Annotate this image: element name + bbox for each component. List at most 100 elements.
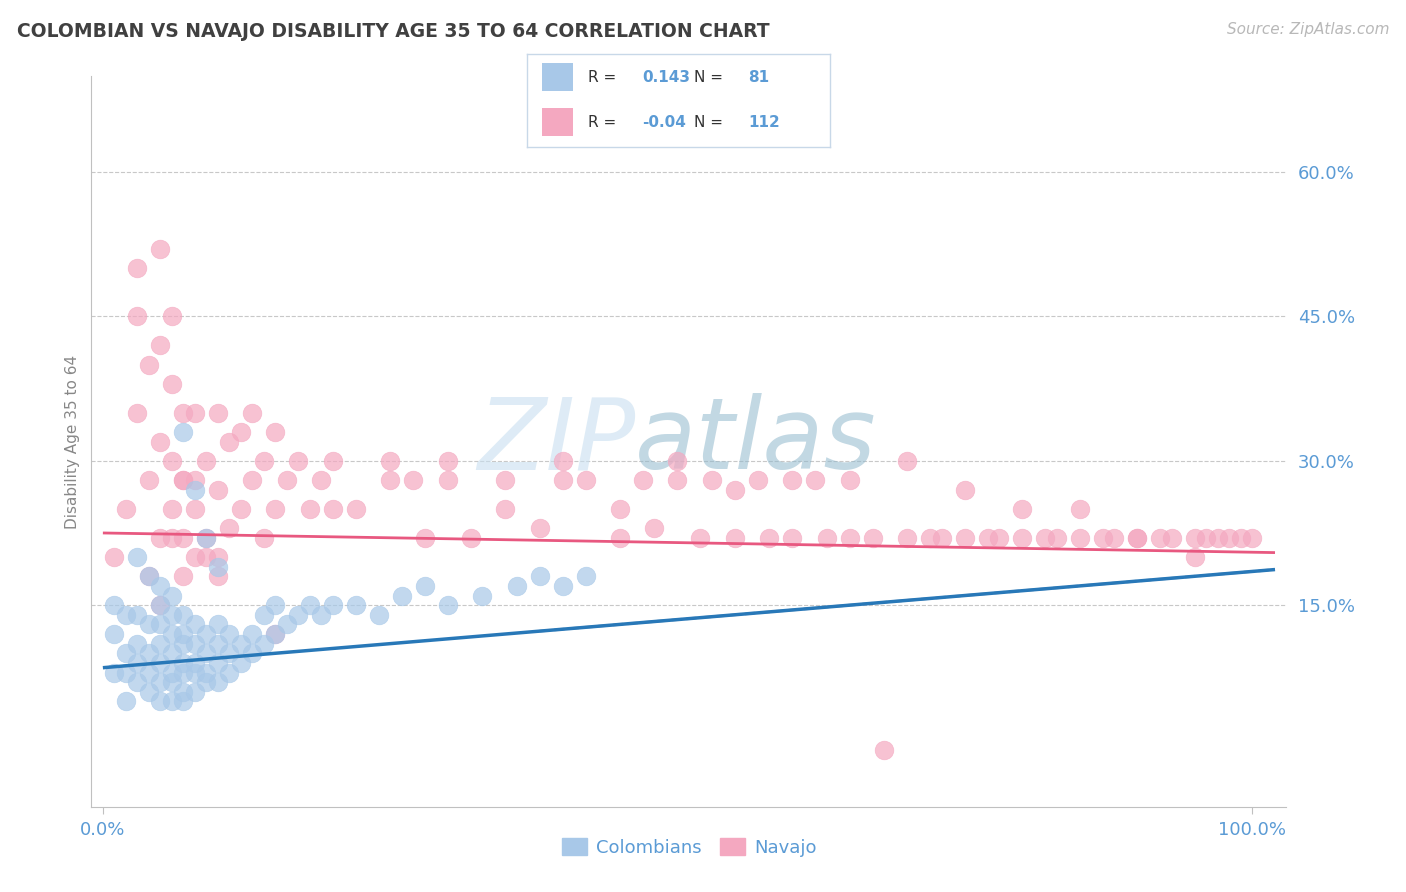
Point bbox=[160, 607, 183, 622]
Point bbox=[103, 665, 125, 680]
Point bbox=[172, 685, 194, 699]
Point bbox=[149, 338, 172, 352]
Point bbox=[551, 473, 574, 487]
Point bbox=[782, 473, 804, 487]
Text: 81: 81 bbox=[748, 70, 769, 86]
Point bbox=[184, 483, 207, 497]
Point bbox=[378, 473, 402, 487]
Point bbox=[1184, 549, 1206, 564]
Point bbox=[700, 473, 723, 487]
Point bbox=[240, 473, 263, 487]
Point bbox=[172, 637, 194, 651]
Point bbox=[747, 473, 769, 487]
Point bbox=[127, 637, 149, 651]
Point bbox=[378, 454, 402, 468]
Point bbox=[184, 406, 207, 420]
Point bbox=[195, 549, 218, 564]
Point bbox=[471, 589, 494, 603]
Point bbox=[862, 531, 884, 545]
Point bbox=[1218, 531, 1240, 545]
Point bbox=[253, 454, 276, 468]
Text: atlas: atlas bbox=[636, 393, 877, 490]
Point bbox=[138, 569, 160, 583]
Point bbox=[207, 406, 229, 420]
Point bbox=[804, 473, 827, 487]
Point bbox=[149, 242, 172, 256]
Point bbox=[172, 665, 194, 680]
Point bbox=[184, 502, 207, 516]
Point bbox=[195, 531, 218, 545]
Point bbox=[160, 589, 183, 603]
Point bbox=[172, 473, 194, 487]
Point bbox=[436, 473, 458, 487]
Point bbox=[1011, 531, 1033, 545]
Point bbox=[115, 502, 138, 516]
Point bbox=[253, 637, 276, 651]
Point bbox=[873, 742, 896, 756]
Point bbox=[666, 473, 689, 487]
Point bbox=[1229, 531, 1251, 545]
Point bbox=[436, 454, 458, 468]
Point bbox=[229, 425, 252, 439]
Point bbox=[207, 617, 229, 632]
Point bbox=[551, 579, 574, 593]
Point bbox=[207, 559, 229, 574]
Point bbox=[149, 675, 172, 690]
Point bbox=[127, 607, 149, 622]
Point bbox=[1033, 531, 1056, 545]
Point bbox=[631, 473, 654, 487]
Point bbox=[184, 637, 207, 651]
Point bbox=[838, 473, 860, 487]
Point bbox=[149, 598, 172, 612]
Point bbox=[115, 694, 138, 708]
Point bbox=[160, 310, 183, 324]
Point bbox=[195, 665, 218, 680]
Point bbox=[138, 617, 160, 632]
Point bbox=[413, 531, 436, 545]
Point bbox=[160, 665, 183, 680]
Point bbox=[207, 656, 229, 670]
Point bbox=[149, 579, 172, 593]
Point bbox=[195, 454, 218, 468]
Point bbox=[1069, 502, 1091, 516]
Point bbox=[529, 569, 551, 583]
Point bbox=[494, 502, 516, 516]
Point bbox=[1184, 531, 1206, 545]
Point bbox=[207, 549, 229, 564]
Point bbox=[689, 531, 711, 545]
Point bbox=[574, 569, 596, 583]
Point bbox=[666, 454, 689, 468]
Point bbox=[253, 607, 276, 622]
Point bbox=[322, 598, 344, 612]
Point bbox=[402, 473, 425, 487]
Point bbox=[322, 502, 344, 516]
Point bbox=[264, 627, 287, 641]
Point bbox=[367, 607, 389, 622]
Point bbox=[103, 598, 125, 612]
Text: Source: ZipAtlas.com: Source: ZipAtlas.com bbox=[1226, 22, 1389, 37]
Point bbox=[758, 531, 780, 545]
Point bbox=[184, 617, 207, 632]
Point bbox=[276, 473, 298, 487]
Point bbox=[953, 531, 976, 545]
Point bbox=[195, 627, 218, 641]
Point bbox=[115, 607, 138, 622]
Text: R =: R = bbox=[588, 70, 616, 86]
Point bbox=[160, 376, 183, 391]
Point bbox=[160, 694, 183, 708]
Point bbox=[138, 646, 160, 660]
Point bbox=[264, 598, 287, 612]
Point bbox=[184, 665, 207, 680]
Point bbox=[298, 598, 321, 612]
Point bbox=[127, 261, 149, 276]
Point bbox=[1240, 531, 1263, 545]
Point bbox=[172, 473, 194, 487]
Point bbox=[207, 637, 229, 651]
Point bbox=[976, 531, 998, 545]
Point bbox=[287, 607, 309, 622]
Point bbox=[138, 685, 160, 699]
Point bbox=[609, 502, 631, 516]
Point bbox=[149, 531, 172, 545]
Point bbox=[1091, 531, 1114, 545]
Point bbox=[207, 569, 229, 583]
